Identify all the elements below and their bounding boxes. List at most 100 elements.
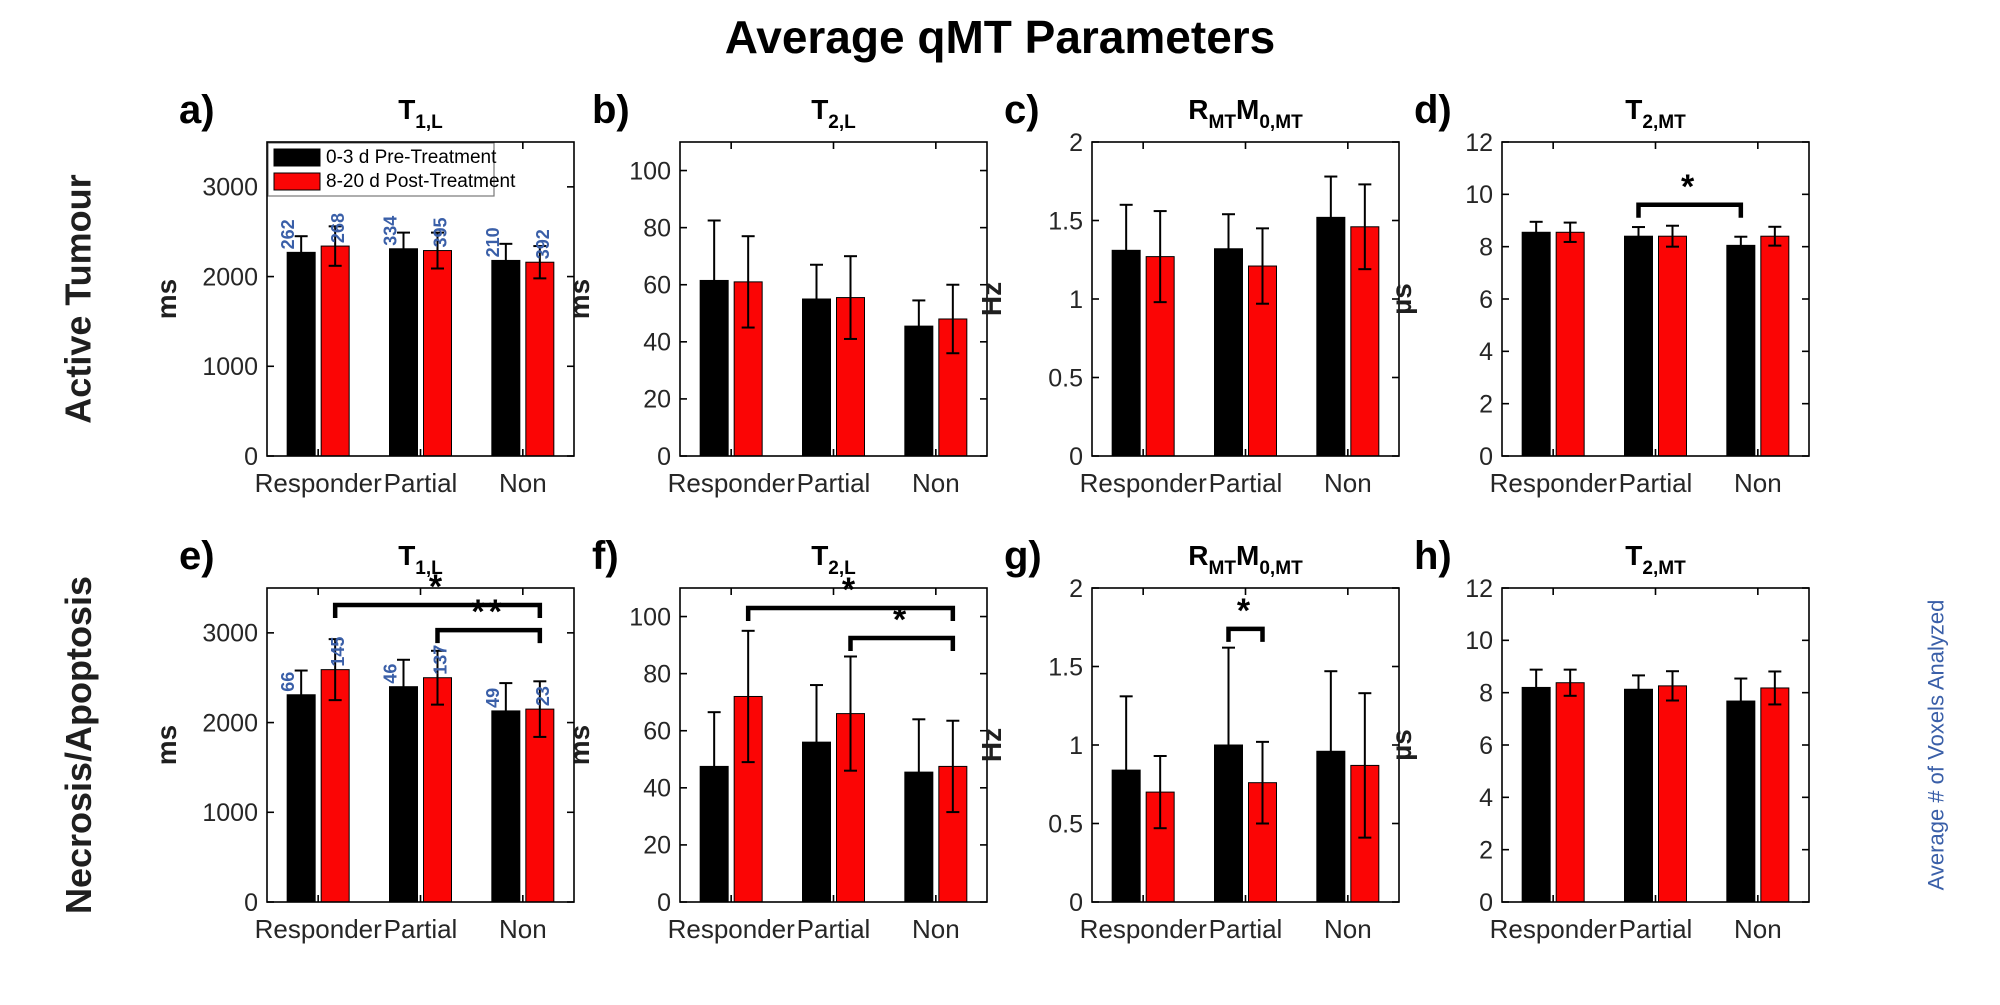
y-axis-tick-label: 0.5 bbox=[1048, 364, 1083, 392]
figure-title: Average qMT Parameters bbox=[724, 11, 1276, 63]
plot-area: 0 2 4 6 8 10 12 Responder Partial Non bbox=[1465, 575, 1810, 944]
chart-canvas: 0 20 40 60 80 100 Responder Partial Non * * bbox=[629, 571, 988, 944]
y-axis-tick-label: 12 bbox=[1465, 129, 1493, 157]
bar-post-treatment bbox=[525, 708, 555, 903]
x-axis-category-label: Non bbox=[912, 914, 960, 944]
x-axis-category-label: Responder bbox=[1490, 914, 1618, 944]
significance-star: * bbox=[1237, 592, 1254, 630]
y-axis-tick-label: 1000 bbox=[202, 799, 258, 827]
row-label-text: Necrosis/Apoptosis bbox=[58, 575, 99, 915]
y-axis-tick-label: 1.5 bbox=[1048, 653, 1083, 681]
plot-area: 0 1000 2000 3000 Responder Partial Non 66 46 49 14… bbox=[202, 568, 575, 944]
panel-letter: h) bbox=[1414, 534, 1452, 578]
axes-box bbox=[1501, 587, 1810, 903]
voxel-count-label: 23 bbox=[533, 686, 553, 706]
bar-pre-treatment bbox=[1726, 700, 1756, 903]
axes-box bbox=[1501, 141, 1810, 457]
y-axis-tick-label: 8 bbox=[1479, 679, 1493, 707]
legend-swatch-post bbox=[273, 172, 321, 191]
plot-area: 0 20 40 60 80 100 Responder Partial Non * * bbox=[629, 571, 988, 944]
bar-pre-treatment bbox=[286, 251, 316, 457]
bar-pre-treatment bbox=[491, 259, 521, 457]
panel-title: T1,L bbox=[227, 90, 614, 134]
x-axis-category-label: Non bbox=[912, 468, 960, 498]
panel-d-t2mt-active: d) T2,MT µs 0 2 4 6 8 10 12 Responder Partial Non… bbox=[1386, 88, 1810, 498]
y-axis-tick-label: 80 bbox=[643, 214, 671, 242]
bar-post-treatment bbox=[423, 677, 452, 903]
y-axis-tick-label: 12 bbox=[1465, 575, 1493, 603]
panel-f-t2l-necrosis: f) T2,L ms 0 20 40 60 80 100 Responder Partial N… bbox=[564, 534, 988, 944]
y-axis-tick-label: 0.5 bbox=[1048, 810, 1083, 838]
bar-post-treatment bbox=[320, 245, 350, 457]
y-axis-tick-label: 0 bbox=[244, 443, 258, 471]
y-axis-tick-label: 0 bbox=[1479, 889, 1493, 917]
y-axis-tick-label: 2 bbox=[1069, 129, 1083, 157]
significance-star: * bbox=[429, 568, 446, 606]
voxel-count-label: 268 bbox=[328, 213, 348, 243]
y-axis-tick-label: 80 bbox=[643, 660, 671, 688]
panel-letter: c) bbox=[1004, 88, 1040, 132]
y-axis-tick-label: 0 bbox=[657, 889, 671, 917]
x-axis-category-label: Non bbox=[1734, 914, 1782, 944]
x-axis-category-label: Partial bbox=[797, 468, 871, 498]
row-label-text: Active Tumour bbox=[58, 174, 99, 424]
title-subscript: MT bbox=[1208, 557, 1237, 579]
panel-e-t1l-necrosis: e) T1,L ms 0 1000 2000 3000 Responder Partial… bbox=[151, 534, 575, 944]
panel-letter: f) bbox=[592, 534, 619, 578]
y-axis-tick-label: 40 bbox=[643, 329, 671, 357]
y-axis-tick-label: 2000 bbox=[202, 263, 258, 291]
significance-bracket bbox=[435, 627, 543, 644]
title-subscript: 2,MT bbox=[1642, 111, 1686, 133]
y-axis-tick-label: 0 bbox=[1479, 443, 1493, 471]
y-axis-tick-label: 2000 bbox=[202, 709, 258, 737]
axes-box bbox=[679, 587, 988, 903]
title-subscript: MT bbox=[1208, 111, 1237, 133]
y-axis-tick-label: 2 bbox=[1069, 575, 1083, 603]
x-axis-category-label: Responder bbox=[255, 914, 383, 944]
x-axis-category-label: Non bbox=[499, 914, 547, 944]
voxel-count-label: 49 bbox=[483, 688, 503, 708]
y-axis-tick-label: 0 bbox=[1069, 889, 1083, 917]
y-axis-tick-label: 0 bbox=[1069, 443, 1083, 471]
x-axis-category-label: Responder bbox=[255, 468, 383, 498]
chart-canvas: 0 2 4 6 8 10 12 Responder Partial Non bbox=[1465, 575, 1810, 944]
voxel-count-label: 145 bbox=[328, 637, 348, 667]
y-axis-tick-label: 6 bbox=[1479, 732, 1493, 760]
y-axis-tick-label: 60 bbox=[643, 717, 671, 745]
panel-b-t2l-active: b) T2,L ms 0 20 40 60 80 100 Responder Partial N… bbox=[564, 88, 988, 498]
plot-area: 0 0.5 1 1.5 2 Responder Partial Non bbox=[1048, 129, 1400, 498]
bar-pre-treatment bbox=[389, 686, 418, 903]
voxel-count-label: 137 bbox=[431, 645, 451, 675]
title-text: T bbox=[398, 94, 416, 125]
title-text: R bbox=[1188, 540, 1209, 571]
chart-canvas: 0 20 40 60 80 100 Responder Partial Non bbox=[629, 141, 988, 498]
x-axis-category-label: Partial bbox=[1209, 468, 1283, 498]
y-axis-tick-label: 1000 bbox=[202, 353, 258, 381]
right-axis-annotation-text: Average # of Voxels Analyzed bbox=[1923, 599, 1948, 891]
x-axis-category-label: Partial bbox=[384, 468, 458, 498]
panel-letter: e) bbox=[179, 534, 215, 578]
chart-canvas: 0 1000 2000 3000 Responder Partial Non 66 46 49 14… bbox=[202, 568, 575, 944]
voxel-count-label: 46 bbox=[381, 664, 401, 684]
panel-title: T2,MT bbox=[1462, 90, 1849, 134]
title-text: T bbox=[1625, 540, 1643, 571]
axes-box bbox=[266, 587, 575, 903]
panel-title: RMTM0,MT bbox=[1052, 90, 1439, 134]
panel-a-t1l-active: a) T1,L ms 0 1000 2000 3000 Responder Partial… bbox=[151, 88, 575, 498]
y-axis-tick-label: 3000 bbox=[202, 620, 258, 648]
bar-post-treatment bbox=[1760, 235, 1790, 457]
y-axis-tick-label: 2 bbox=[1479, 390, 1493, 418]
significance-bracket bbox=[745, 605, 956, 621]
x-axis-category-label: Responder bbox=[1080, 468, 1208, 498]
bar-post-treatment bbox=[1555, 682, 1585, 903]
x-axis-category-label: Responder bbox=[1080, 914, 1208, 944]
title-subscript: 0,MT bbox=[1259, 557, 1303, 579]
title-text: T bbox=[811, 540, 829, 571]
bar-pre-treatment bbox=[1624, 235, 1653, 457]
significance-star: ** bbox=[471, 593, 505, 631]
y-axis-tick-label: 0 bbox=[244, 889, 258, 917]
x-axis-category-label: Responder bbox=[668, 468, 796, 498]
y-axis-tick-label: 100 bbox=[629, 603, 671, 631]
chart-canvas: 0 0.5 1 1.5 2 Responder Partial Non bbox=[1048, 129, 1400, 498]
significance-star: * bbox=[842, 571, 859, 609]
